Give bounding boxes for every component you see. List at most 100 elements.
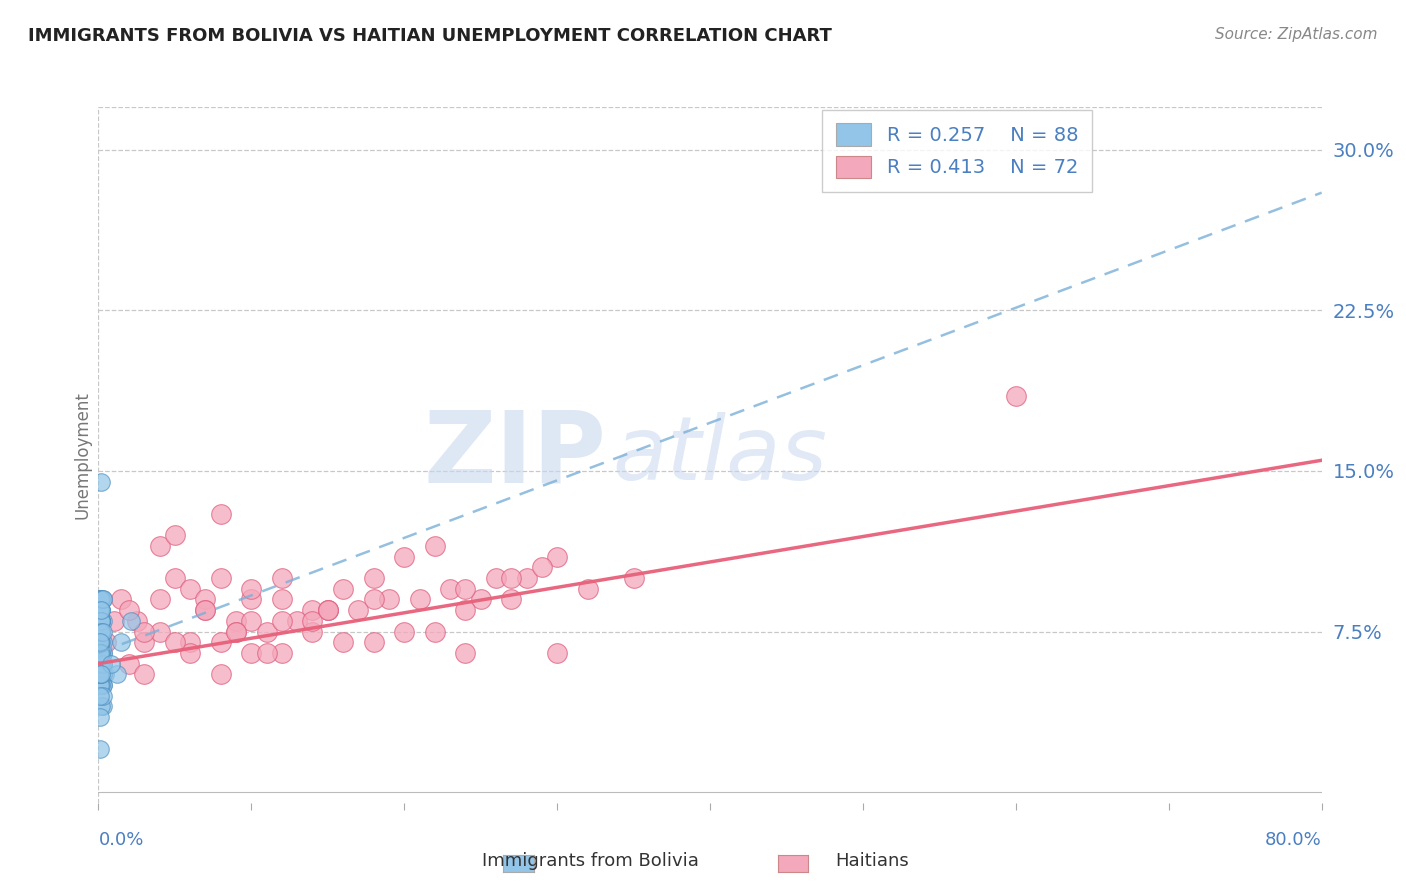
- Point: [89, 646, 111, 660]
- Point: [91, 624, 114, 639]
- Point: [316, 603, 339, 617]
- Point: [90, 614, 112, 628]
- Point: [91, 635, 114, 649]
- Point: [134, 624, 156, 639]
- Point: [91, 678, 114, 692]
- Point: [209, 507, 232, 521]
- Point: [90, 603, 112, 617]
- Point: [454, 646, 477, 660]
- Point: [270, 571, 292, 585]
- Point: [90, 614, 112, 628]
- Point: [179, 646, 201, 660]
- Point: [91, 667, 114, 681]
- Point: [89, 603, 111, 617]
- Point: [90, 657, 112, 671]
- Point: [470, 592, 492, 607]
- Point: [89, 710, 111, 724]
- Point: [91, 699, 114, 714]
- Text: 80.0%: 80.0%: [1265, 830, 1322, 848]
- Point: [118, 657, 141, 671]
- Point: [240, 592, 263, 607]
- Point: [89, 635, 111, 649]
- Point: [110, 592, 132, 607]
- Point: [270, 614, 292, 628]
- Point: [89, 667, 111, 681]
- Text: atlas: atlas: [612, 412, 827, 498]
- Point: [240, 646, 263, 660]
- Point: [89, 657, 111, 671]
- Point: [90, 603, 112, 617]
- Point: [423, 539, 446, 553]
- Point: [89, 646, 111, 660]
- Point: [90, 614, 112, 628]
- Point: [378, 592, 401, 607]
- Point: [363, 635, 385, 649]
- Point: [546, 646, 568, 660]
- Point: [89, 667, 111, 681]
- Point: [89, 592, 111, 607]
- Point: [89, 678, 111, 692]
- Legend: R = 0.257    N = 88, R = 0.413    N = 72: R = 0.257 N = 88, R = 0.413 N = 72: [823, 110, 1091, 192]
- Point: [90, 475, 112, 489]
- Point: [90, 657, 112, 671]
- Text: 0.0%: 0.0%: [98, 830, 143, 848]
- Point: [91, 657, 114, 671]
- Point: [105, 667, 128, 681]
- Point: [134, 635, 156, 649]
- Point: [89, 646, 111, 660]
- Point: [100, 657, 122, 671]
- Point: [316, 603, 339, 617]
- Point: [225, 624, 247, 639]
- Point: [89, 689, 111, 703]
- Point: [89, 624, 111, 639]
- Point: [90, 614, 112, 628]
- Point: [110, 635, 132, 649]
- Point: [485, 571, 508, 585]
- Point: [1004, 389, 1026, 403]
- Point: [439, 582, 461, 596]
- Point: [91, 678, 114, 692]
- Point: [301, 624, 323, 639]
- Point: [89, 635, 111, 649]
- Point: [89, 592, 111, 607]
- Point: [91, 657, 114, 671]
- Point: [90, 624, 112, 639]
- Point: [285, 614, 308, 628]
- Point: [91, 614, 114, 628]
- Point: [90, 646, 112, 660]
- Point: [240, 582, 263, 596]
- Point: [516, 571, 538, 585]
- Point: [454, 582, 477, 596]
- Point: [89, 635, 111, 649]
- Point: [209, 635, 232, 649]
- Point: [209, 667, 232, 681]
- Point: [149, 592, 172, 607]
- Point: [301, 614, 323, 628]
- Point: [89, 635, 111, 649]
- Point: [90, 646, 112, 660]
- Point: [392, 549, 416, 564]
- Point: [149, 539, 172, 553]
- Point: [423, 624, 446, 639]
- Point: [89, 657, 111, 671]
- Point: [91, 646, 114, 660]
- Point: [91, 646, 114, 660]
- Point: [89, 646, 111, 660]
- Point: [90, 657, 112, 671]
- Point: [89, 614, 111, 628]
- Point: [392, 624, 416, 639]
- Point: [90, 592, 112, 607]
- Text: Source: ZipAtlas.com: Source: ZipAtlas.com: [1215, 27, 1378, 42]
- Point: [118, 603, 141, 617]
- Point: [363, 592, 385, 607]
- Point: [194, 603, 217, 617]
- Point: [89, 678, 111, 692]
- Point: [90, 614, 112, 628]
- Point: [91, 592, 114, 607]
- Point: [90, 657, 112, 671]
- Point: [90, 678, 112, 692]
- Point: [89, 657, 111, 671]
- Text: Haitians: Haitians: [835, 852, 908, 870]
- Point: [89, 678, 111, 692]
- Point: [149, 624, 172, 639]
